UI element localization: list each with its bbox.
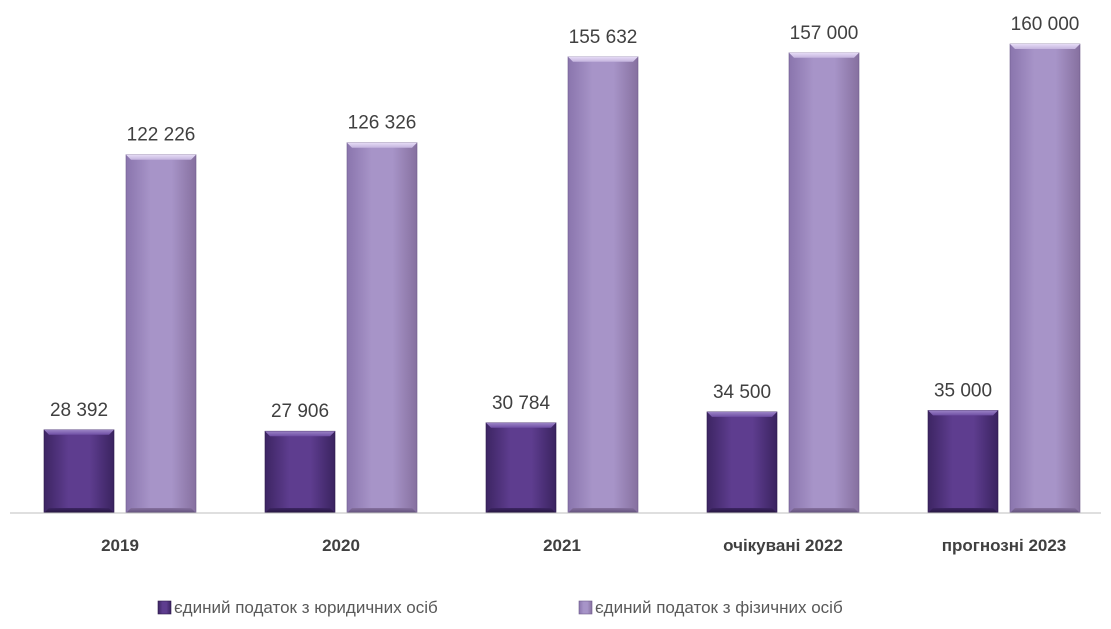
bar: [125, 154, 197, 514]
category-label: очікувані 2022: [723, 536, 843, 555]
bar-bevel-top: [707, 411, 777, 417]
bar-bevel-top: [265, 431, 335, 437]
bar-body: [706, 411, 778, 514]
bar-bevel-bottom: [486, 508, 556, 513]
bar-bevel-bottom: [126, 508, 196, 513]
data-label: 122 226: [127, 125, 196, 146]
category-label: 2021: [543, 536, 581, 555]
legend: єдиний податок з юридичних осіб єдиний по…: [157, 598, 843, 617]
legend-label: єдиний податок з фізичних осіб: [595, 598, 843, 617]
bar-bevel-top: [126, 154, 196, 160]
data-label: 126 326: [348, 113, 417, 134]
bar: [706, 411, 778, 514]
legend-item: єдиний податок з фізичних осіб: [578, 598, 843, 617]
bar-bevel-bottom: [789, 508, 859, 513]
bar-bevel-bottom: [568, 508, 638, 513]
bar: [567, 56, 639, 514]
bar-bevel-bottom: [265, 508, 335, 513]
category-label: 2020: [322, 536, 360, 555]
bar-body: [927, 410, 999, 514]
bar-bevel-top: [486, 422, 556, 428]
data-label: 35 000: [934, 380, 992, 401]
bar-bevel-bottom: [44, 508, 114, 513]
legend-item: єдиний податок з юридичних осіб: [157, 598, 438, 617]
bar: [1009, 43, 1081, 514]
data-label: 34 500: [713, 382, 771, 403]
bar: [927, 410, 999, 514]
category-label: прогнозні 2023: [942, 536, 1067, 555]
bar-body: [43, 429, 115, 514]
bar-body: [125, 154, 197, 514]
category-labels-layer: 2019 2020 2021 очікувані 2022 прогнозні 2023: [101, 536, 1066, 555]
bar-bevel-bottom: [707, 508, 777, 513]
data-label: 155 632: [569, 27, 638, 48]
bar-body: [788, 52, 860, 514]
data-label: 27 906: [271, 401, 329, 422]
bars-layer: [43, 43, 1081, 514]
bar: [264, 430, 336, 514]
data-labels-layer: 28 392 122 226 27 906 126 326 30 784 155 632 3…: [50, 14, 1079, 422]
legend-swatch: [578, 600, 593, 615]
bar-bevel-top: [347, 142, 417, 148]
bar-bevel-bottom: [928, 508, 998, 513]
bar-body: [567, 56, 639, 514]
bar-bevel-top: [789, 52, 859, 58]
bar-body: [264, 430, 336, 514]
legend-label: єдиний податок з юридичних осіб: [174, 598, 438, 617]
data-label: 28 392: [50, 400, 108, 421]
legend-swatch: [157, 600, 172, 615]
data-label: 157 000: [790, 23, 859, 44]
bar-body: [485, 422, 557, 514]
bar: [485, 422, 557, 514]
bar-bevel-top: [44, 429, 114, 435]
bar: [346, 142, 418, 514]
bar: [788, 52, 860, 514]
bar-body: [346, 142, 418, 514]
bar-bevel-bottom: [347, 508, 417, 513]
bar: [43, 429, 115, 514]
category-label: 2019: [101, 536, 139, 555]
data-label: 30 784: [492, 393, 551, 414]
bar-bevel-bottom: [1010, 508, 1080, 513]
bar-bevel-top: [568, 56, 638, 62]
bar-bevel-top: [1010, 44, 1080, 49]
bar-bevel-top: [928, 410, 998, 416]
bar-body: [1009, 43, 1081, 514]
data-label: 160 000: [1011, 14, 1080, 35]
